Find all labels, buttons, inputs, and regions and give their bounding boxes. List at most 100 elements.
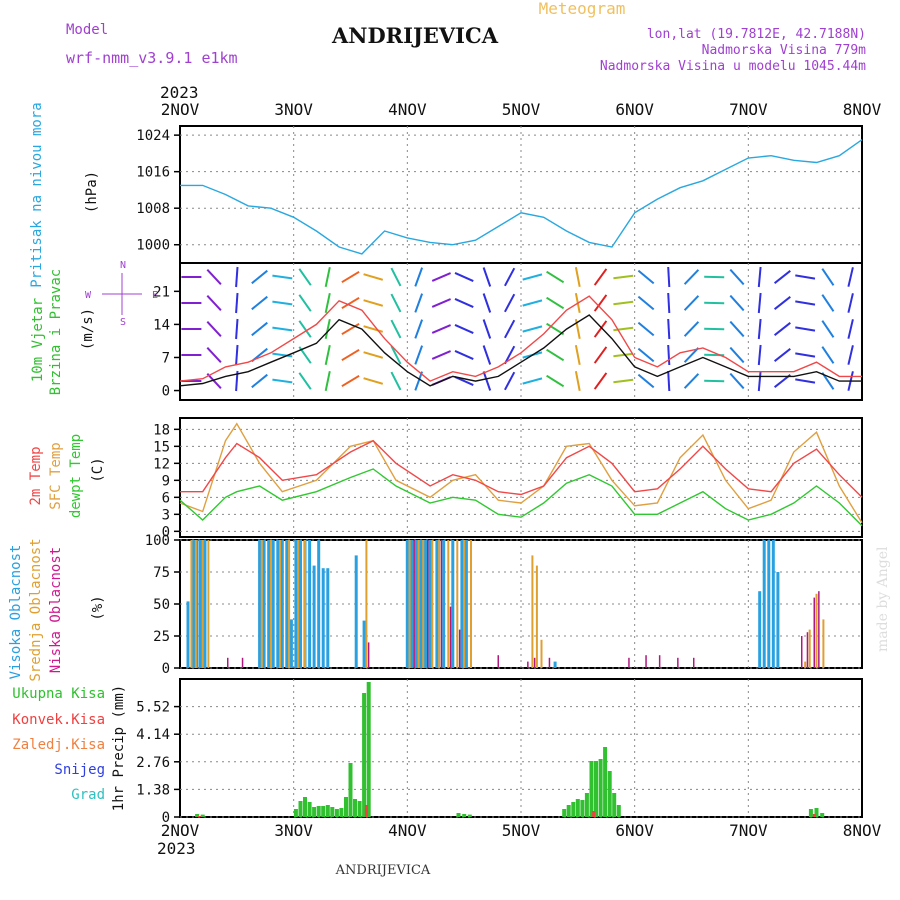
wind-arrow (414, 293, 424, 313)
y-tick-label: 1000 (136, 238, 170, 254)
mid-cloud-bar (194, 540, 197, 668)
watermark: made by Angel (875, 546, 891, 652)
temp2m-label: 2m Temp (28, 446, 44, 505)
wind-arrow (206, 373, 222, 389)
high-cloud-bar (362, 620, 366, 668)
wind-arrow (272, 352, 293, 358)
low-cloud-bar (413, 540, 415, 668)
high-cloud-bar (203, 540, 207, 668)
x-day-label: 4NOV (388, 821, 427, 840)
high-cloud-bar (280, 540, 284, 668)
compass-e: E (152, 290, 158, 301)
wind-arrow (251, 321, 268, 337)
mid-cloud-bar (808, 629, 811, 668)
wind-arrow (390, 267, 402, 287)
precip-total-bar (325, 805, 330, 817)
wind-arrow (593, 294, 608, 312)
mid-cloud-bar (279, 540, 281, 668)
wind-arrow (363, 273, 384, 281)
mid-cloud-label: Srednja Oblacnost (28, 538, 44, 681)
mid-cloud-bar (365, 540, 368, 668)
wind-arrow (454, 323, 474, 335)
wind-unit: (m/s) (80, 308, 96, 350)
wind-arrow (363, 325, 384, 333)
precip-total-bar (820, 813, 825, 817)
wind-arrow (363, 351, 384, 359)
y-tick-label: 1008 (136, 201, 170, 217)
high-cloud-bar (771, 540, 775, 668)
wind-arrow (324, 266, 331, 288)
mid-cloud-bar (304, 540, 306, 668)
precip-total-bar (571, 802, 576, 817)
wind-arrow (757, 318, 762, 340)
y-tick-label: 5.52 (136, 700, 170, 716)
y-tick-label: 0 (162, 810, 170, 826)
wind-arrow (795, 326, 816, 332)
wind-arrow (272, 326, 293, 332)
precip-total-bar (339, 808, 344, 817)
wind-arrow (522, 377, 543, 385)
wind-arrow (272, 274, 293, 280)
wind-arrow (847, 267, 854, 287)
panel-frame (179, 417, 863, 538)
low-cloud-bar (440, 540, 443, 668)
precip-total-bar (321, 806, 326, 817)
precip-total-bar (366, 682, 371, 817)
wind-arrow (795, 274, 816, 280)
high-cloud-bar (285, 540, 289, 668)
low-cloud-label: Niska Oblacnost (48, 547, 64, 673)
y-tick-label: 9 (162, 473, 170, 489)
mid-cloud-bar (422, 540, 425, 668)
wind-arrow (773, 270, 791, 284)
high-cloud-bar (321, 568, 325, 668)
wind-arrow (504, 267, 516, 287)
top-day-labels: 2NOV 3NOV 4NOV 5NOV 6NOV 7NOV 8NOV (161, 100, 882, 119)
compass-w: W (85, 290, 92, 301)
precip-total-bar (348, 763, 353, 817)
wind-arrow (324, 370, 331, 392)
precip-panel: 0 1.38 2.76 4.14 5.52 (136, 678, 863, 826)
wind-arrow (613, 274, 634, 280)
x-day-label: 8NOV (843, 100, 882, 119)
mid-cloud-bar (535, 565, 538, 668)
mid-cloud-bar (470, 540, 472, 668)
low-cloud-bar (806, 632, 809, 668)
year-label-bottom: 2023 (157, 839, 196, 858)
precip-total-bar (603, 747, 608, 817)
lonlat-label: lon,lat (19.7812E, 42.7188N) (647, 27, 866, 42)
low-cloud-bar (527, 661, 529, 668)
wind-arrow (546, 296, 565, 310)
precip-total-bar (330, 807, 335, 817)
low-cloud-bar (628, 657, 630, 668)
wind-arrow (504, 319, 516, 339)
wind-arrow (773, 348, 791, 362)
high-cloud-bar (195, 540, 199, 668)
precip-convective-bar (592, 811, 596, 817)
wind-arrow (613, 300, 634, 306)
wind-arrow (482, 319, 492, 339)
y-tick-label: 18 (153, 422, 170, 438)
wind-arrow (729, 268, 745, 286)
wind-arrow (341, 374, 360, 388)
precip-convective-bar (812, 814, 816, 817)
wind-arrow (821, 294, 835, 312)
wind-arrow (847, 319, 854, 339)
y-tick-label: 21 (153, 284, 170, 300)
y-tick-label: 0 (162, 524, 170, 540)
wind-arrow (504, 293, 516, 313)
y-tick-label: 0 (162, 661, 170, 677)
wind-arrow (504, 371, 516, 391)
wind-arrow (251, 373, 268, 389)
wind-arrow (613, 378, 634, 384)
mid-cloud-bar (201, 540, 204, 668)
precip-total-bar (316, 806, 321, 817)
x-day-label: 5NOV (502, 100, 541, 119)
mid-cloud-bar (207, 540, 210, 668)
wind-arrow (522, 273, 543, 281)
y-tick-label: 6 (162, 490, 170, 506)
wind-arrow (729, 320, 745, 338)
low-cloud-bar (693, 657, 695, 668)
wind-arrow (757, 266, 762, 288)
low-cloud-bar (658, 655, 661, 668)
